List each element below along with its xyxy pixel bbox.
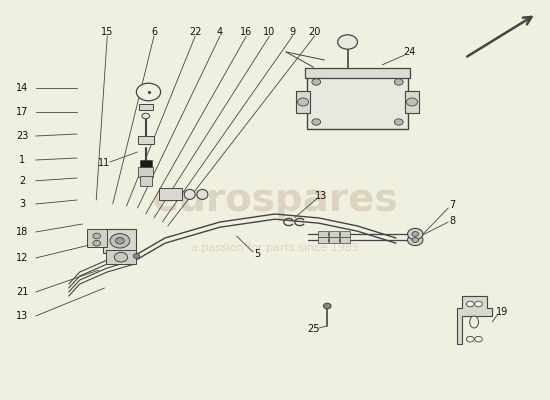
FancyBboxPatch shape (318, 231, 328, 237)
Circle shape (312, 119, 321, 125)
Circle shape (93, 233, 101, 239)
Text: 6: 6 (151, 27, 157, 37)
Text: 21: 21 (16, 287, 28, 297)
FancyBboxPatch shape (329, 231, 339, 237)
Circle shape (408, 228, 423, 240)
Circle shape (312, 79, 321, 85)
Text: 10: 10 (263, 27, 276, 37)
FancyBboxPatch shape (296, 91, 310, 113)
Text: 1: 1 (19, 155, 25, 165)
Text: 8: 8 (449, 216, 455, 226)
FancyBboxPatch shape (140, 176, 152, 186)
Text: 18: 18 (16, 227, 28, 237)
FancyBboxPatch shape (140, 160, 152, 168)
Text: 11: 11 (98, 158, 111, 168)
Text: 9: 9 (289, 27, 296, 37)
Text: 3: 3 (19, 199, 25, 209)
FancyBboxPatch shape (87, 229, 107, 247)
FancyBboxPatch shape (159, 188, 182, 200)
Circle shape (298, 98, 309, 106)
Text: 13: 13 (315, 191, 327, 201)
Text: 4: 4 (217, 27, 223, 37)
FancyBboxPatch shape (340, 237, 350, 243)
FancyBboxPatch shape (305, 68, 410, 78)
Circle shape (136, 83, 161, 101)
Text: 15: 15 (101, 27, 113, 37)
Circle shape (466, 301, 474, 307)
Text: 25: 25 (307, 324, 320, 334)
Text: 7: 7 (449, 200, 455, 210)
Circle shape (114, 252, 128, 262)
Circle shape (412, 238, 419, 242)
Text: 22: 22 (189, 27, 201, 37)
FancyBboxPatch shape (138, 167, 153, 177)
Text: a passion for parts since 1985: a passion for parts since 1985 (191, 243, 359, 253)
Circle shape (412, 232, 419, 236)
Circle shape (408, 234, 423, 246)
Text: 5: 5 (254, 248, 261, 258)
FancyBboxPatch shape (340, 231, 350, 237)
Text: 23: 23 (16, 131, 28, 141)
Circle shape (394, 79, 403, 85)
Text: 2: 2 (19, 176, 25, 186)
Polygon shape (456, 296, 492, 344)
Circle shape (93, 240, 101, 246)
Ellipse shape (197, 190, 208, 200)
FancyBboxPatch shape (307, 75, 408, 129)
Text: 24: 24 (404, 47, 416, 57)
FancyBboxPatch shape (318, 237, 328, 243)
Text: 13: 13 (16, 311, 28, 321)
Text: 14: 14 (16, 83, 28, 93)
Circle shape (323, 303, 331, 309)
Circle shape (116, 238, 124, 244)
Text: 20: 20 (309, 27, 321, 37)
Circle shape (110, 234, 130, 248)
Circle shape (406, 98, 417, 106)
FancyBboxPatch shape (138, 136, 154, 144)
Circle shape (475, 301, 482, 307)
FancyBboxPatch shape (405, 91, 419, 113)
Ellipse shape (184, 190, 195, 200)
Text: 16: 16 (240, 27, 252, 37)
FancyBboxPatch shape (106, 250, 136, 264)
Circle shape (466, 336, 474, 342)
Text: 19: 19 (496, 307, 508, 317)
Circle shape (394, 119, 403, 125)
Circle shape (338, 35, 358, 49)
Ellipse shape (470, 316, 478, 328)
FancyBboxPatch shape (103, 229, 136, 253)
Circle shape (475, 336, 482, 342)
Text: eurospares: eurospares (152, 181, 398, 219)
FancyBboxPatch shape (329, 237, 339, 243)
Circle shape (133, 254, 140, 258)
Text: 17: 17 (16, 107, 28, 117)
FancyBboxPatch shape (139, 104, 153, 110)
Text: 12: 12 (16, 253, 28, 263)
Circle shape (142, 113, 150, 119)
